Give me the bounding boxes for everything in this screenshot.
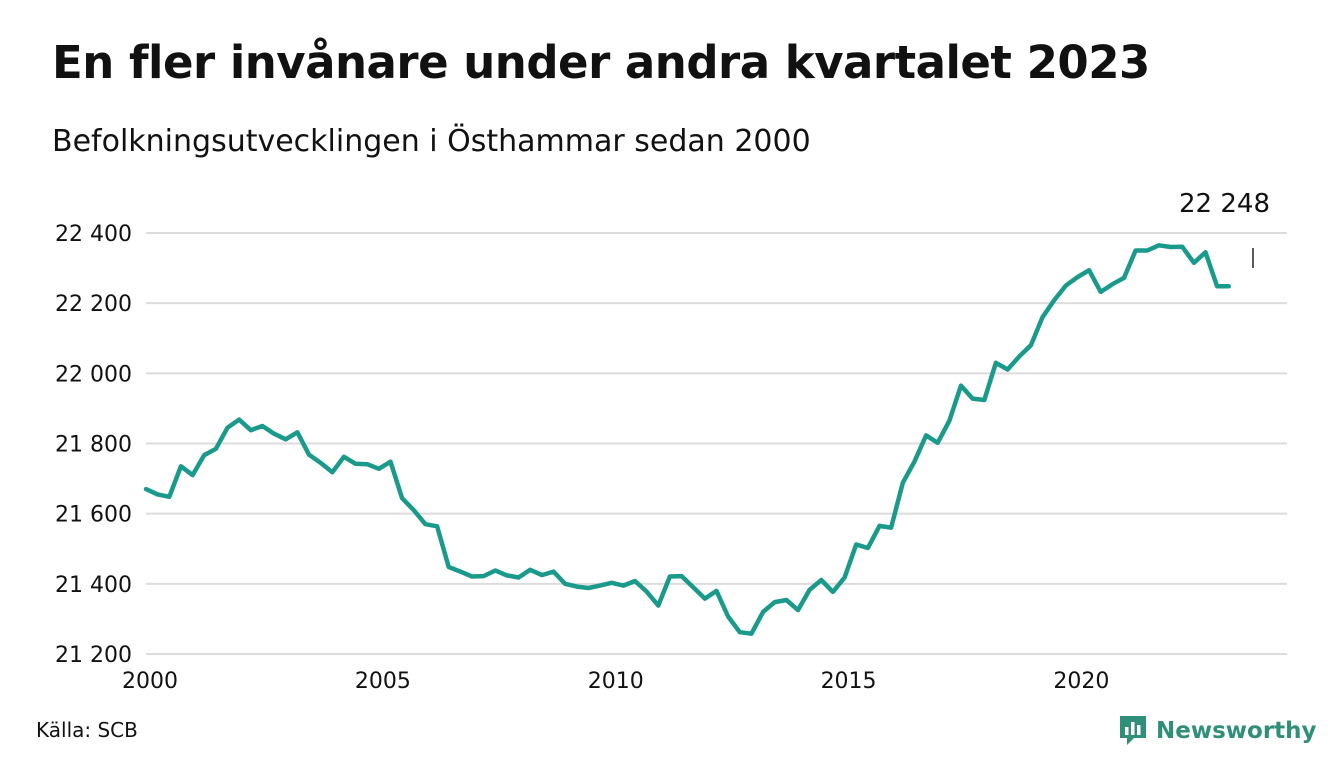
y-tick-label: 22 000: [55, 362, 132, 387]
source-note: Källa: SCB: [36, 718, 138, 742]
x-axis-labels: 2000 2005 2010 2015 2020: [122, 669, 1109, 694]
brand-logo: Newsworthy: [1118, 714, 1317, 748]
y-tick-label: 21 200: [55, 643, 132, 668]
annotation-layer: 22 248: [1179, 189, 1270, 268]
y-tick-label: 21 400: [55, 573, 132, 598]
y-tick-label: 21 800: [55, 433, 132, 458]
brand-name: Newsworthy: [1156, 718, 1317, 744]
grid-layer: [146, 232, 1287, 655]
x-tick-label: 2015: [821, 669, 877, 694]
series-line: [143, 243, 1232, 636]
y-tick-label: 22 400: [55, 222, 132, 247]
y-tick-label: 21 600: [55, 503, 132, 528]
x-tick-label: 2000: [122, 669, 178, 694]
chart-subtitle: Befolkningsutvecklingen i Östhammar seda…: [52, 124, 811, 159]
x-tick-label: 2005: [355, 669, 411, 694]
annotation-label: 22 248: [1179, 189, 1270, 219]
newsworthy-logo-icon: [1120, 716, 1146, 745]
x-tick-label: 2020: [1053, 669, 1109, 694]
x-tick-label: 2010: [588, 669, 644, 694]
y-tick-label: 22 200: [55, 292, 132, 317]
chart-title: En fler invånare under andra kvartalet 2…: [52, 36, 1150, 89]
y-axis-labels: 21 200 21 400 21 600 21 800 22 000 22 200 22 4…: [55, 222, 132, 668]
series-layer: [143, 243, 1232, 636]
